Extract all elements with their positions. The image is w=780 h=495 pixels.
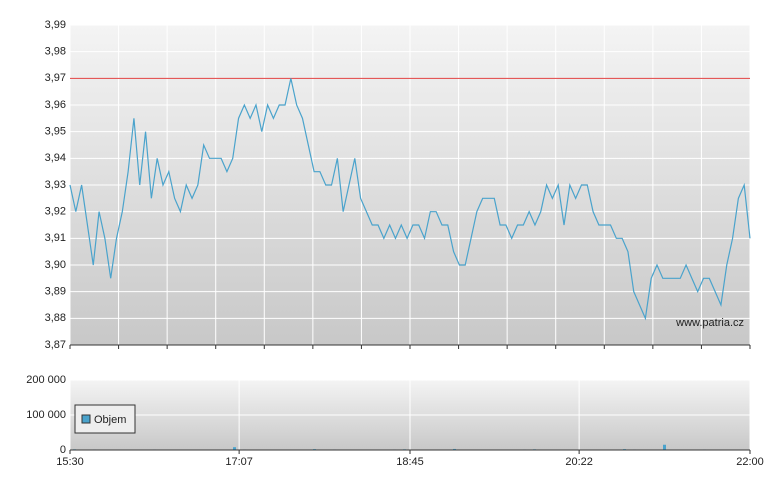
x-tick-label: 18:45: [396, 456, 424, 468]
y-tick-label: 100 000: [26, 409, 66, 421]
x-tick-label: 22:00: [736, 456, 764, 468]
y-tick-label: 3,91: [45, 232, 66, 244]
volume-bar: [663, 445, 666, 450]
legend-swatch: [82, 415, 90, 423]
y-tick-label: 3,88: [45, 312, 66, 324]
x-tick-label: 20:22: [565, 456, 593, 468]
y-tick-label: 3,94: [45, 152, 66, 164]
y-tick-label: 3,99: [45, 19, 66, 31]
x-tick-label: 17:07: [225, 456, 253, 468]
y-tick-label: 3,90: [45, 259, 66, 271]
y-tick-label: 3,93: [45, 179, 66, 191]
y-tick-label: 3,87: [45, 339, 66, 351]
y-tick-label: 0: [60, 444, 66, 456]
y-tick-label: 3,95: [45, 126, 66, 138]
y-tick-label: 3,97: [45, 72, 66, 84]
legend-label: Objem: [94, 414, 126, 426]
y-tick-label: 3,96: [45, 99, 66, 111]
y-tick-label: 3,98: [45, 46, 66, 58]
x-tick-label: 15:30: [56, 456, 84, 468]
y-tick-label: 3,89: [45, 286, 66, 298]
y-tick-label: 3,92: [45, 206, 66, 218]
y-tick-label: 200 000: [26, 374, 66, 386]
watermark: www.patria.cz: [675, 317, 744, 329]
